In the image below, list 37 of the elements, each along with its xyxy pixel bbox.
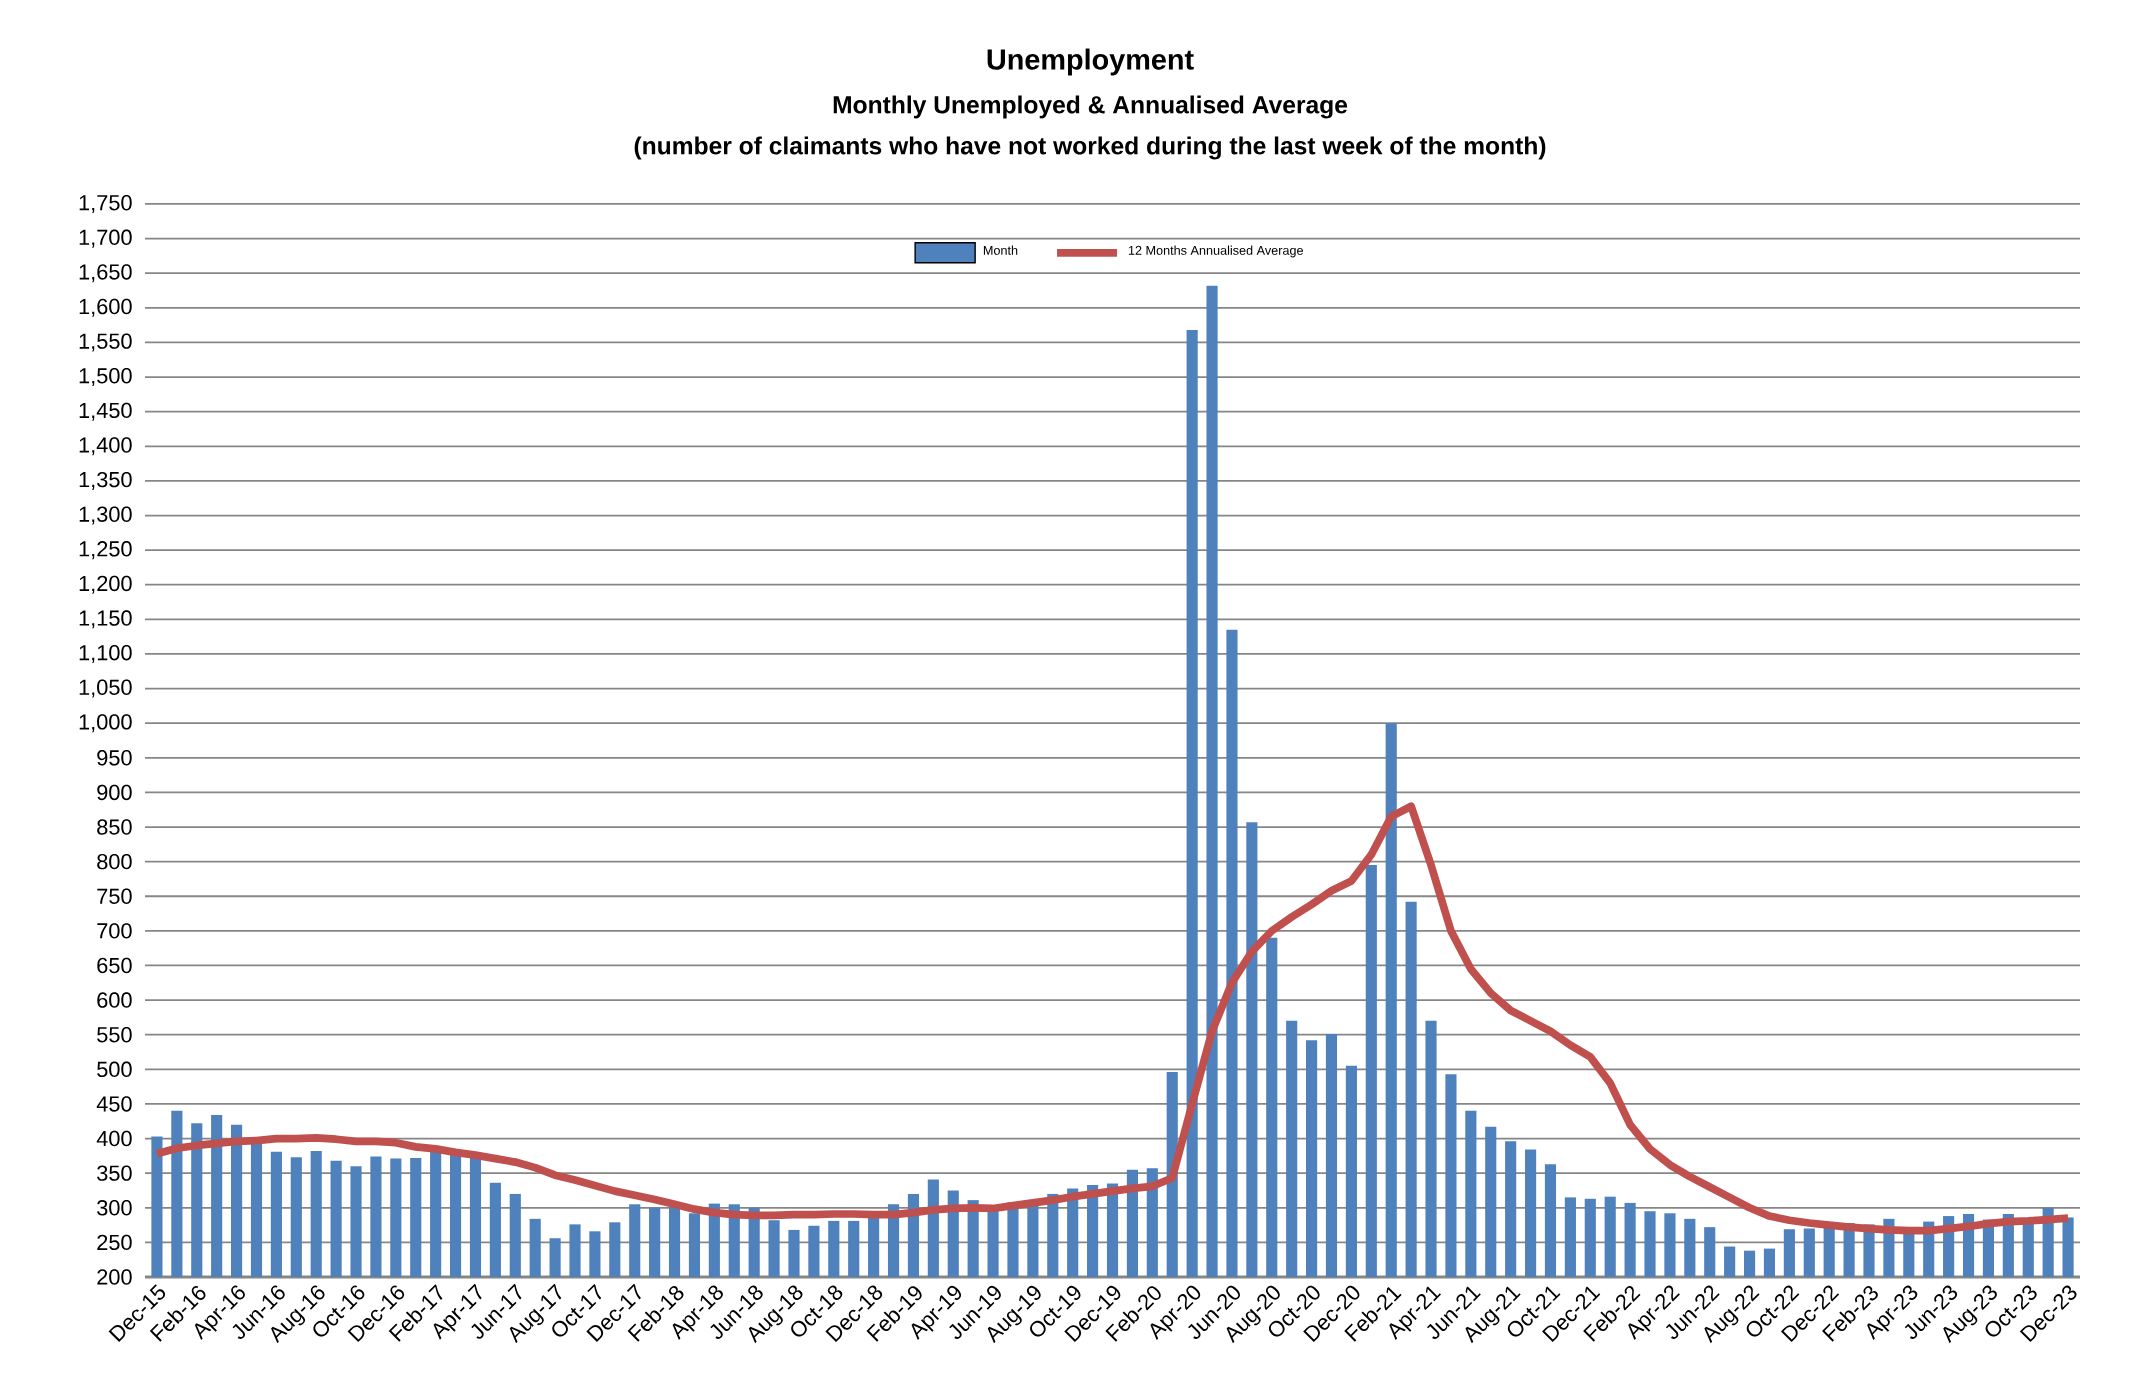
y-tick-label: 700 <box>97 923 132 939</box>
y-tick-label: 1,650 <box>79 264 132 283</box>
y-tick-label: 1,550 <box>79 333 132 352</box>
y-tick-label: 200 <box>97 1269 132 1285</box>
legend-label: 12 Months Annualised Average <box>1128 245 1303 258</box>
y-tick-label: 1,150 <box>79 610 132 629</box>
y-tick-label: 600 <box>97 992 132 1008</box>
y-tick-label: 350 <box>97 1165 132 1181</box>
y-tick-label: 300 <box>97 1200 132 1216</box>
text: (number of claimants who have not worked during the last week of the month) <box>634 136 1546 160</box>
y-tick-label: 1,450 <box>79 402 132 421</box>
y-tick-label: 1,700 <box>79 229 132 248</box>
y-tick-label: 250 <box>97 1234 132 1251</box>
y-tick-label: 1,350 <box>79 471 132 490</box>
y-tick-label: 950 <box>97 750 132 766</box>
y-tick-label: 850 <box>97 819 132 835</box>
y-tick-label: 500 <box>97 1061 132 1078</box>
y-tick-label: 800 <box>97 853 132 870</box>
y-tick-label: 1,600 <box>79 298 132 317</box>
chart-title: Unemployment <box>987 48 1194 76</box>
chart-subtitle: Monthly Unemployed & Annualised Average <box>833 95 1348 119</box>
y-tick-label: 900 <box>97 784 132 801</box>
y-tick-label: 1,400 <box>79 437 132 456</box>
y-tick-label: 1,200 <box>79 575 132 594</box>
y-tick-label: 400 <box>96 1130 132 1147</box>
y-tick-label: 750 <box>97 888 132 904</box>
legend-label: Month <box>983 245 1018 255</box>
y-tick-label: 450 <box>96 1096 132 1112</box>
y-tick-label: 1,500 <box>79 368 132 387</box>
y-tick-label: 1,000 <box>79 714 132 733</box>
y-tick-label: 1,250 <box>79 541 132 560</box>
y-tick-label: 1,100 <box>79 644 132 663</box>
y-tick-label: 1,300 <box>79 506 132 525</box>
y-tick-label: 650 <box>97 957 132 974</box>
y-tick-label: 1,750 <box>79 194 132 214</box>
y-tick-label: 550 <box>97 1026 132 1043</box>
y-tick-label: 1,050 <box>79 679 132 698</box>
